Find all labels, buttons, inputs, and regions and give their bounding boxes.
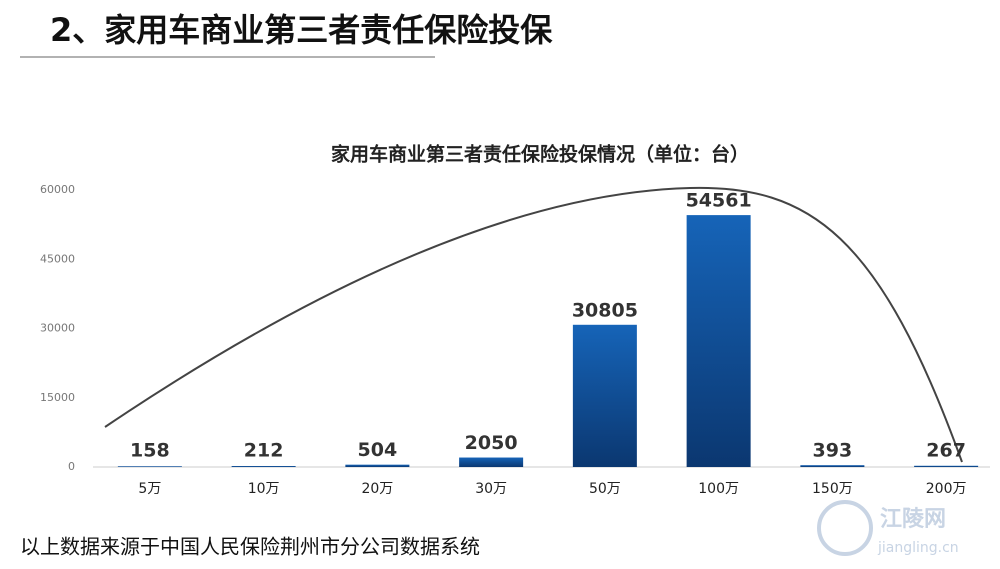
x-tick-label: 10万 xyxy=(248,481,280,497)
value-label: 393 xyxy=(813,440,853,462)
bar xyxy=(914,465,979,467)
slide-heading: 2、家用车商业第三者责任保险投保 xyxy=(50,11,553,49)
footer-note: 以上数据来源于中国人民保险荆州市分公司数据系统 xyxy=(20,535,480,559)
x-tick-label: 100万 xyxy=(698,481,739,497)
watermark-url: jiangling.cn xyxy=(877,540,959,556)
x-tick-label: 30万 xyxy=(475,481,507,497)
y-tick-label: 60000 xyxy=(40,183,75,196)
x-tick-label: 150万 xyxy=(812,481,853,497)
x-tick-label: 200万 xyxy=(926,481,967,497)
bar xyxy=(459,457,524,467)
bar xyxy=(345,464,410,467)
y-tick-label: 15000 xyxy=(40,391,75,404)
value-label: 504 xyxy=(358,439,398,461)
bar xyxy=(572,324,637,467)
bar xyxy=(800,465,865,467)
value-label: 267 xyxy=(926,440,966,462)
x-tick-label: 5万 xyxy=(138,481,161,497)
value-label: 212 xyxy=(244,440,284,462)
value-label: 2050 xyxy=(465,432,518,454)
trend-curve xyxy=(104,186,963,463)
bar xyxy=(231,466,296,467)
bar xyxy=(117,466,182,467)
watermark-name: 江陵网 xyxy=(880,506,946,532)
y-tick-label: 0 xyxy=(68,460,75,473)
value-label: 54561 xyxy=(686,190,752,212)
x-tick-label: 50万 xyxy=(589,481,621,497)
value-label: 158 xyxy=(130,440,170,462)
chart-title: 家用车商业第三者责任保险投保情况（单位：台） xyxy=(331,143,749,166)
watermark-logo xyxy=(817,500,873,556)
value-label: 30805 xyxy=(572,299,638,321)
y-tick-label: 30000 xyxy=(40,322,75,335)
x-tick-label: 20万 xyxy=(361,481,393,497)
bar xyxy=(686,215,751,467)
y-tick-label: 45000 xyxy=(40,252,75,265)
